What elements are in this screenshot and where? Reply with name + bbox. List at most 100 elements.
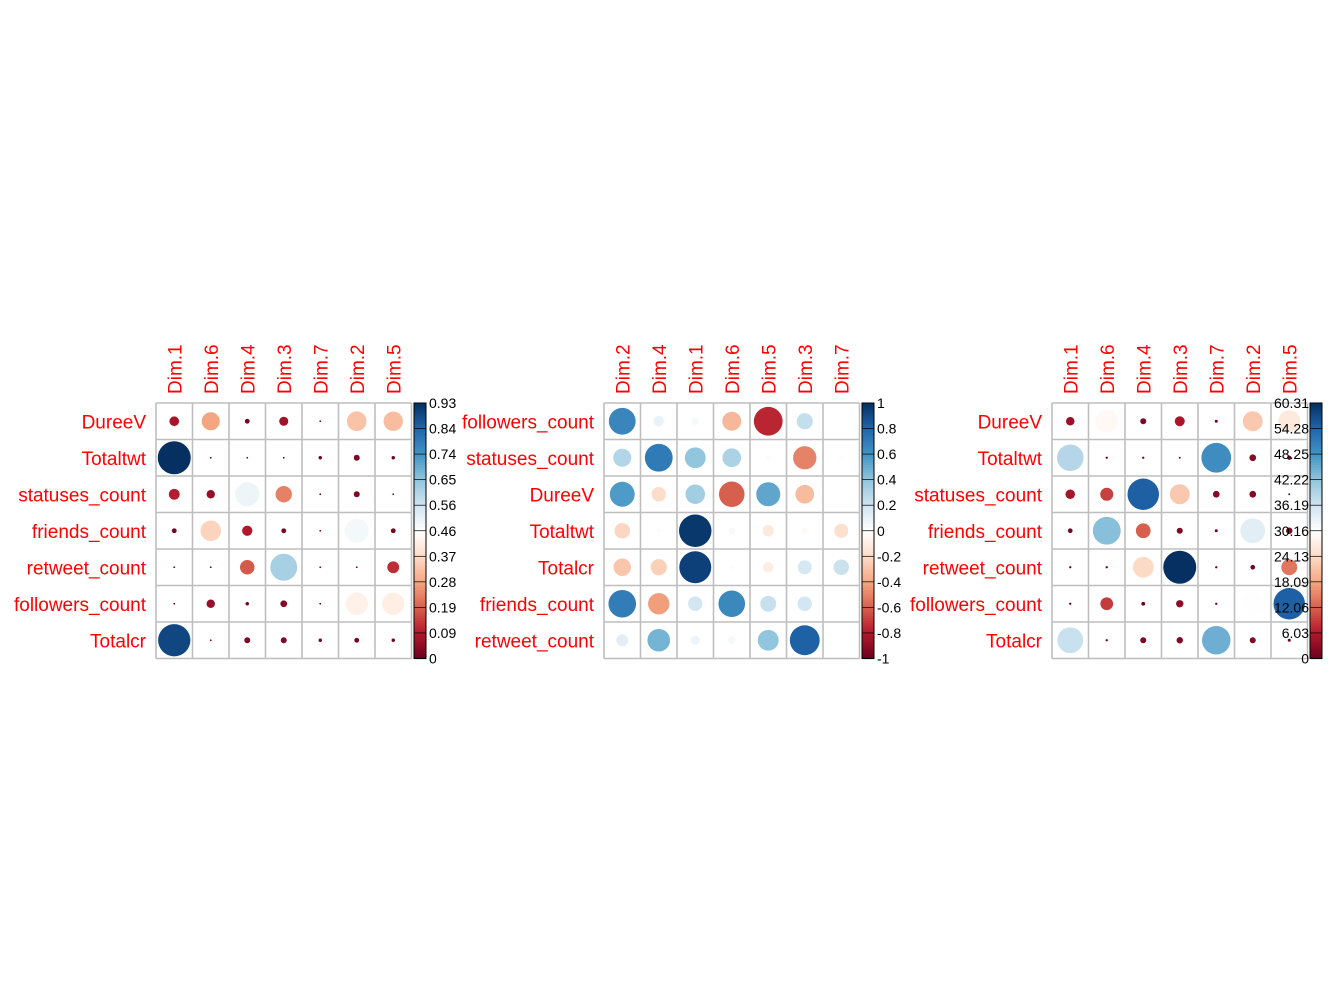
cell-Totaltwt-Dim.3 [1178, 456, 1181, 459]
row-label: followers_count [14, 595, 147, 616]
colorbar-segment [862, 523, 874, 527]
cell-followers_count-Dim.2 [1241, 592, 1265, 616]
colorbar-segment [862, 584, 874, 588]
cell-Totaltwt-Dim.2 [353, 454, 360, 461]
cell-retweet_count-Dim.7 [1215, 566, 1218, 569]
colorbar-segment [1310, 635, 1322, 639]
colorbar-segment [862, 645, 874, 649]
colorbar-segment [862, 538, 874, 542]
cell-statuses_count-Dim.7 [1212, 490, 1220, 498]
colorbar-segment [862, 632, 874, 637]
cell-friends_count-Dim.4 [242, 525, 253, 536]
colorbar-segment [862, 638, 874, 642]
colorbar-segment [862, 533, 874, 537]
colorbar-tick-label: 0 [429, 651, 437, 667]
cell-DureeV-Dim.6 [718, 481, 745, 508]
colorbar-segment [1310, 492, 1322, 496]
colorbar-segment [862, 461, 874, 465]
cell-statuses_count-Dim.2 [353, 491, 360, 498]
colorbar-segment [414, 622, 426, 626]
colorbar-segment [1310, 405, 1322, 409]
colorbar-segment [862, 535, 874, 540]
row-label: followers_count [462, 412, 595, 433]
colorbar-segment [414, 464, 426, 468]
cell-retweet_count-Dim.1 [690, 635, 700, 645]
col-label: Dim.5 [1280, 344, 1301, 394]
colorbar-segment [862, 482, 874, 486]
colorbar-tick-label: 42.22 [1274, 472, 1309, 488]
cell-statuses_count-Dim.6 [722, 448, 742, 468]
colorbar-segment [1310, 581, 1322, 586]
colorbar-segment [414, 533, 426, 537]
grid [1051, 402, 1309, 660]
colorbar-segment [1310, 584, 1322, 588]
colorbar-segment [1310, 617, 1322, 621]
colorbar-segment [414, 479, 426, 483]
cell-followers_count-Dim.6 [722, 411, 742, 431]
colorbar-tick-label: -0.4 [877, 574, 901, 590]
colorbar-segment [414, 561, 426, 565]
cell-friends_count-Dim.7 [1214, 529, 1218, 533]
colorbar-segment [1310, 528, 1322, 532]
colorbar-segment [414, 563, 426, 568]
cell-friends_count-Dim.4 [1135, 523, 1151, 539]
colorbar-segment [414, 589, 426, 593]
colorbar-segment [1310, 448, 1322, 453]
cell-Totalcr-Dim.4 [244, 637, 251, 644]
colorbar-segment [1310, 643, 1322, 647]
cell-statuses_count-Dim.4 [235, 482, 260, 507]
colorbar-segment [414, 581, 426, 586]
cell-DureeV-Dim.3 [795, 484, 815, 504]
colorbar-segment [862, 589, 874, 593]
colorbar-segment [414, 433, 426, 437]
colorbar-segment [1310, 645, 1322, 649]
cell-friends_count-Dim.3 [797, 596, 812, 611]
col-label: Dim.1 [165, 344, 186, 394]
colorbar-segment [414, 408, 426, 412]
colorbar-segment [1310, 625, 1322, 629]
cell-followers_count-Dim.2 [608, 407, 636, 435]
colorbar-segment [862, 609, 874, 614]
row-label: retweet_count [27, 558, 147, 579]
colorbar-segment [862, 410, 874, 414]
cell-followers_count-Dim.6 [206, 599, 215, 608]
colorbar-segment [1310, 607, 1322, 611]
cell-retweet_count-Dim.3 [789, 625, 820, 656]
cell-friends_count-Dim.6 [1092, 516, 1121, 545]
cell-Totalcr-Dim.3 [280, 637, 287, 644]
cell-followers_count-Dim.5 [753, 406, 783, 436]
colorbar-segment [862, 471, 874, 476]
col-label: Dim.7 [311, 344, 332, 394]
row-label: friends_count [480, 595, 595, 616]
colorbar-segment [862, 576, 874, 580]
cell-Totalcr-Dim.6 [209, 639, 212, 642]
colorbar-segment [1310, 436, 1322, 440]
cell-Totaltwt-Dim.7 [834, 523, 849, 538]
col-label: Dim.1 [686, 344, 707, 394]
row-label: DureeV [530, 485, 595, 506]
colorbar-segment [862, 655, 874, 660]
colorbar-segment [862, 438, 874, 442]
colorbar-segment [862, 517, 874, 522]
colorbar-segment [414, 410, 426, 414]
colorbar-segment [414, 505, 426, 509]
cell-statuses_count-Dim.3 [793, 446, 817, 470]
colorbar-segment [414, 569, 426, 573]
colorbar-segment [1310, 586, 1322, 591]
colorbar-segment [862, 553, 874, 557]
cell-followers_count-Dim.2 [345, 592, 368, 615]
colorbar-segment [414, 599, 426, 603]
row-label: statuses_count [914, 485, 1043, 506]
colorbar-segment [1310, 428, 1322, 432]
colorbar-tick-label: 0.65 [429, 472, 456, 488]
colorbar-segment [1310, 638, 1322, 642]
col-label: Dim.4 [650, 344, 671, 394]
cell-DureeV-Dim.4 [1140, 418, 1147, 425]
colorbar-segment [862, 594, 874, 598]
colorbar-segment [414, 451, 426, 455]
cell-DureeV-Dim.7 [1214, 419, 1218, 423]
colorbar-segment [862, 640, 874, 644]
colorbar-segment [414, 638, 426, 642]
colorbar-segment [1310, 569, 1322, 573]
